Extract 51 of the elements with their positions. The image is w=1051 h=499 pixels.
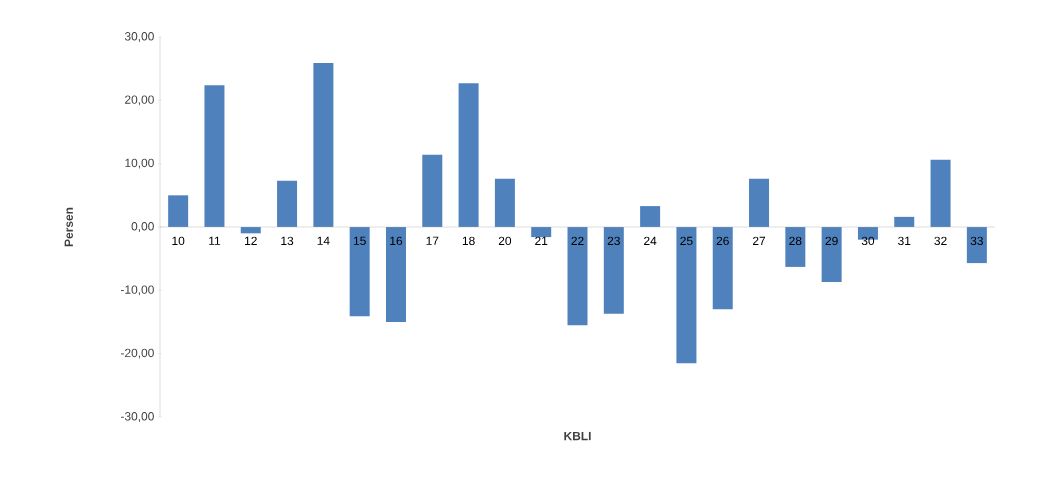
y-axis-title: Persen [64, 207, 73, 247]
bar [458, 83, 479, 227]
bar [349, 227, 370, 317]
bar [567, 227, 588, 326]
x-tick-label: 17 [426, 236, 439, 245]
y-tick-label: 20,00 [125, 95, 154, 106]
x-tick-label: 20 [498, 236, 512, 246]
x-tick-label: 30 [861, 236, 875, 246]
x-tick-label: 13 [281, 236, 294, 246]
x-tick-label: 18 [462, 236, 475, 246]
x-tick-label: 28 [789, 236, 802, 246]
bar [168, 195, 189, 227]
bar [785, 227, 806, 267]
bar [966, 227, 987, 264]
x-tick-label: 32 [934, 236, 947, 246]
x-tick-label: 25 [680, 236, 693, 246]
bar [749, 178, 770, 227]
bar [930, 159, 951, 227]
y-tick-label: 30,00 [124, 32, 154, 42]
x-tick-label: 16 [390, 236, 403, 246]
bar [277, 180, 298, 227]
bar [313, 62, 334, 227]
x-tick-label: 33 [970, 236, 983, 246]
bar [640, 206, 661, 227]
x-axis-title: KBLI [564, 431, 591, 441]
x-tick-label: 24 [644, 236, 657, 245]
x-tick-label: 23 [607, 236, 620, 246]
bar [494, 178, 515, 227]
bar [821, 227, 842, 283]
y-tick-label: -10,00 [120, 285, 154, 296]
bar [603, 227, 624, 314]
bar [712, 227, 733, 310]
y-tick-label: 10,00 [125, 158, 154, 169]
bar [422, 154, 443, 227]
y-tick-label: -30,00 [120, 412, 154, 422]
x-tick-label: 22 [571, 236, 584, 245]
x-tick-label: 10 [172, 236, 185, 246]
x-tick-label: 14 [317, 236, 330, 245]
x-tick-label: 12 [245, 236, 257, 245]
x-tick-label: 15 [353, 236, 366, 245]
bar [676, 227, 697, 364]
y-tick-label: 0,00 [131, 222, 154, 232]
x-tick-label: 26 [716, 236, 729, 246]
x-tick-label: 31 [898, 236, 911, 246]
bar [385, 227, 406, 322]
x-tick-label: 21 [535, 236, 548, 245]
y-tick-label: -20,00 [120, 348, 154, 359]
x-tick-label: 27 [752, 236, 766, 245]
x-tick-label: 29 [825, 236, 838, 246]
bar [204, 85, 225, 227]
x-tick-label: 11 [209, 236, 221, 245]
